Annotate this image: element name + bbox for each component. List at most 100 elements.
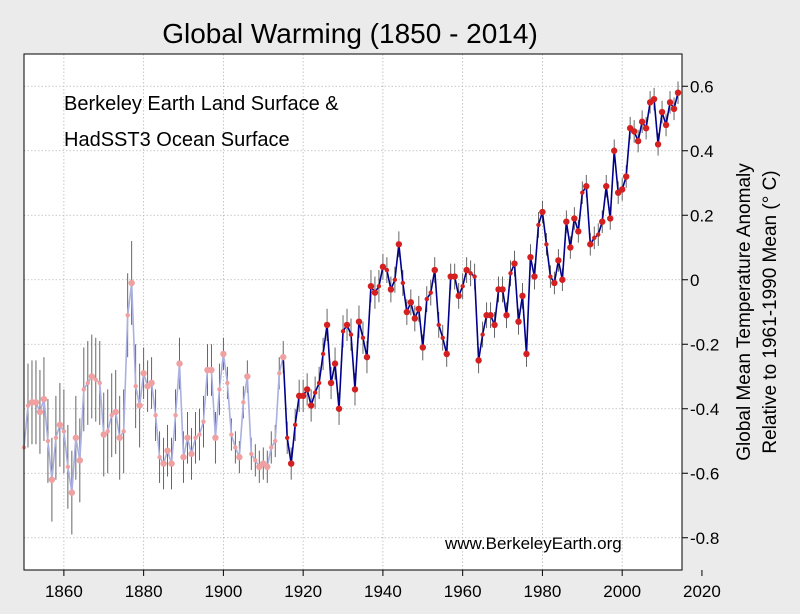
y-tick-label: -0.2 [690, 335, 719, 354]
x-tick-label: 1940 [364, 582, 402, 601]
data-point [415, 305, 422, 312]
data-point [363, 353, 371, 361]
data-point [307, 402, 315, 409]
data-point [299, 392, 307, 400]
gridlines [24, 54, 682, 570]
data-point [273, 438, 278, 444]
data-point [351, 386, 359, 393]
data-point [575, 228, 582, 235]
data-point [316, 380, 322, 386]
data-point [596, 232, 601, 237]
data-point [508, 271, 513, 276]
data-point [168, 460, 175, 467]
data-point [264, 463, 271, 470]
data-point [355, 318, 363, 325]
x-tick-label: 1900 [204, 582, 242, 601]
data-point [285, 435, 290, 440]
y-tick-label: 0.6 [690, 77, 714, 96]
data-point [515, 318, 522, 325]
x-tick-label: 1860 [45, 582, 83, 601]
plot-frame [23, 53, 683, 571]
data-point [76, 457, 84, 464]
data-point [419, 344, 426, 351]
data-point [376, 284, 382, 289]
series-line-early [23, 282, 284, 493]
data-point [100, 431, 107, 438]
x-axis-ticks: 1860 1880 1900 1920 1940 1960 1980 2000 2020 [45, 570, 721, 601]
data-point [539, 208, 546, 216]
data-point [523, 350, 530, 358]
data-point [81, 387, 87, 392]
data-point [638, 118, 646, 125]
data-point [662, 121, 670, 129]
data-point [360, 335, 366, 340]
x-tick-label: 2000 [603, 582, 641, 601]
data-point [188, 450, 195, 458]
source-note: www.BerkeleyEarth.org [444, 534, 622, 553]
data-point [212, 434, 219, 441]
data-point [109, 413, 114, 418]
data-point [116, 434, 123, 441]
data-point [531, 273, 538, 280]
annotation-line-1: Berkeley Earth Land Surface & [64, 93, 339, 115]
data-point [236, 453, 243, 461]
x-tick-label: 1920 [284, 582, 322, 601]
data-point [650, 95, 658, 103]
y-tick-label: -0.4 [690, 400, 719, 419]
data-point [460, 284, 465, 289]
data-point [618, 186, 626, 193]
data-point [654, 141, 662, 148]
data-point [519, 292, 526, 300]
series-line [282, 92, 679, 464]
data-point [277, 371, 282, 376]
y-tick-label: 0.2 [690, 206, 714, 225]
data-point [269, 445, 274, 450]
data-point [148, 379, 155, 387]
data-point [220, 350, 227, 358]
data-point [387, 286, 395, 293]
data-point [241, 400, 246, 405]
data-point [491, 321, 498, 329]
data-point [45, 438, 51, 444]
data-point [455, 292, 462, 300]
data-point [312, 390, 318, 395]
data-point [320, 351, 326, 357]
data-point [580, 190, 585, 195]
data-point [201, 419, 206, 424]
data-point [603, 183, 610, 190]
data-point [658, 108, 666, 116]
data-point [32, 399, 40, 406]
y-tick-label: -0.6 [690, 464, 719, 483]
data-point [53, 435, 59, 440]
data-point [292, 422, 298, 428]
data-point [384, 267, 390, 273]
data-point [559, 276, 566, 283]
data-point [335, 405, 343, 412]
y-axis-ticks: -0.8 -0.6 -0.4 -0.2 0 0.2 0.4 0.6 [682, 77, 719, 548]
data-point [499, 286, 506, 293]
data-point [88, 373, 95, 380]
data-point [468, 271, 473, 276]
data-point [125, 313, 130, 318]
data-point [136, 402, 143, 409]
data-point [371, 289, 379, 296]
data-point [583, 183, 590, 190]
data-point [105, 429, 110, 434]
data-point [48, 476, 56, 483]
data-point [630, 128, 638, 135]
data-point [184, 434, 191, 441]
data-point [233, 445, 238, 450]
data-point [611, 147, 618, 154]
data-point [25, 403, 31, 408]
y-axis-label-line-1: Global Mean Temperature Anomaly [734, 163, 755, 461]
data-point [480, 332, 485, 337]
data-point [40, 395, 48, 403]
data-point [61, 429, 67, 434]
data-point [208, 366, 215, 374]
data-point [176, 360, 183, 367]
data-point [249, 451, 254, 457]
x-tick-label: 1960 [444, 582, 482, 601]
y-tick-label: 0.4 [690, 142, 714, 161]
data-point [128, 279, 135, 287]
